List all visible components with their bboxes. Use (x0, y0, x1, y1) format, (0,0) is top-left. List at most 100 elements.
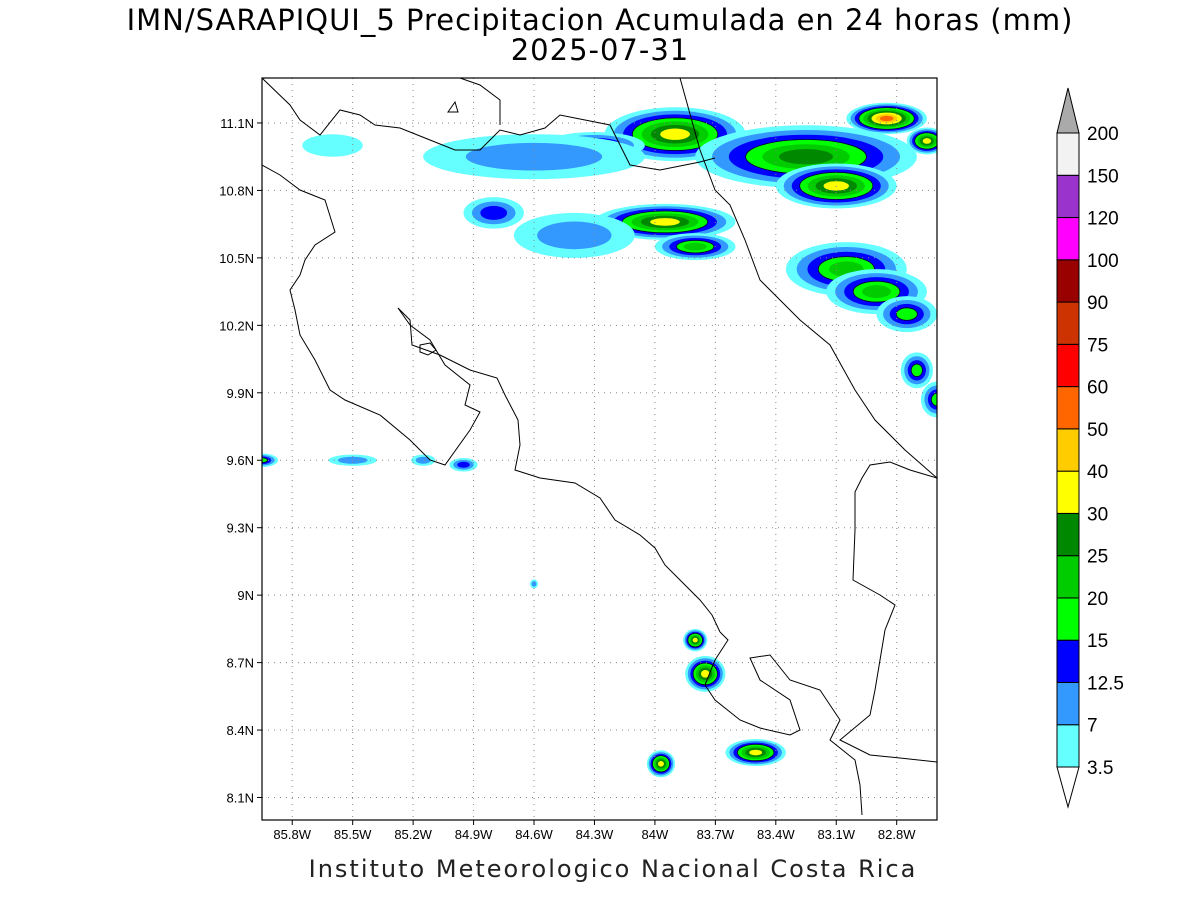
precip-cell (725, 739, 786, 767)
island-outline-north (447, 100, 459, 113)
lat-tick-label: 11.1N (220, 116, 254, 131)
precip-cell (920, 381, 937, 418)
lon-tick-label: 84.3W (576, 827, 614, 842)
precip-contour (779, 149, 833, 165)
precip-contour (862, 285, 891, 299)
pacific-coastline-north (262, 164, 481, 466)
lon-tick-label: 83.4W (757, 827, 795, 842)
precip-cell (846, 102, 927, 135)
panama-border (839, 461, 937, 763)
colorbar-swatch (1056, 428, 1080, 472)
lat-tick-label: 10.2N (219, 318, 254, 333)
precip-cell (654, 233, 736, 261)
colorbar-swatch (1056, 639, 1080, 683)
lat-lon-grid (262, 78, 937, 820)
lat-tick-label: 9N (237, 588, 254, 603)
colorbar-label: 120 (1087, 209, 1119, 230)
precip-contour (660, 128, 690, 140)
precip-contour (415, 456, 431, 464)
colorbar-over-arrow (1056, 87, 1080, 134)
precip-cell (449, 457, 478, 472)
precip-contour (531, 581, 537, 587)
osa-peninsula-coast (704, 631, 863, 816)
colorbar-label: 100 (1087, 251, 1119, 272)
precip-contour (262, 457, 269, 463)
colorbar-label: 60 (1087, 378, 1108, 399)
precip-contour (701, 670, 710, 678)
lat-tick-label: 10.5N (219, 251, 254, 266)
precip-cell (683, 628, 708, 652)
credit-footer: Instituto Meteorologico Nacional Costa R… (308, 855, 918, 883)
colorbar-label: 15 (1087, 631, 1108, 652)
lon-tick-label: 84.6W (515, 827, 553, 842)
colorbar-label: 25 (1087, 547, 1108, 568)
colorbar-swatch (1056, 301, 1080, 345)
colorbar-label: 40 (1087, 462, 1108, 483)
colorbar-swatch (1056, 555, 1080, 599)
precip-contour (480, 205, 508, 220)
colorbar-under-arrow (1056, 766, 1080, 809)
precip-cell (906, 127, 937, 155)
precip-cell (876, 296, 937, 333)
lon-tick-label: 83.1W (817, 827, 855, 842)
colorbar-swatch (1056, 259, 1080, 303)
colorbar-label: 90 (1087, 293, 1108, 314)
nicaragua-border (262, 78, 716, 171)
colorbar-swatch (1056, 724, 1080, 768)
precip-contour (457, 461, 470, 468)
lat-tick-label: 8.1N (227, 791, 254, 806)
precip-contour (650, 218, 680, 226)
latitude-tick-labels: 11.1N 10.8N 10.5N 10.2N 9.9N 9.6N 9.3N 9N 8.7N 8.… (219, 116, 262, 806)
nicoya-gulf-coast (397, 307, 721, 633)
longitude-tick-labels: 85.8W 85.5W 85.2W 84.9W 84.6W 84.3W 84W 83.7W 83… (273, 820, 916, 842)
colorbar-swatch (1056, 174, 1080, 219)
precip-cell (463, 197, 524, 229)
lon-tick-label: 82.8W (878, 827, 916, 842)
lon-tick-label: 83.7W (697, 827, 735, 842)
precip-cell (594, 203, 736, 240)
precip-contour (749, 749, 763, 756)
colorbar-label: 12.5 (1087, 673, 1124, 694)
precip-cell (513, 212, 635, 258)
lake-nicaragua-shore (459, 78, 501, 125)
colorbar-swatch (1056, 386, 1080, 430)
lat-tick-label: 10.8N (219, 183, 254, 198)
colorbar-label: 75 (1087, 335, 1108, 356)
lon-tick-label: 85.5W (334, 827, 372, 842)
colorbar-swatch (1056, 217, 1080, 261)
precip-contour (657, 760, 664, 767)
lon-tick-label: 85.8W (273, 827, 311, 842)
colorbar-swatch (1056, 132, 1080, 176)
precip-contour (922, 138, 932, 144)
colorbar-label: 200 (1087, 124, 1119, 145)
lat-tick-label: 9.6N (227, 453, 254, 468)
colorbar-swatch (1056, 512, 1080, 557)
lat-tick-label: 9.3N (227, 521, 254, 536)
colorbar-label: 3.5 (1087, 758, 1113, 779)
precip-cell (529, 579, 539, 589)
lon-tick-label: 84W (642, 827, 669, 842)
precip-cell (646, 750, 676, 778)
map-title: IMN/SARAPIQUI_5 Precipitacion Acumulada … (126, 3, 1074, 37)
precip-contour (895, 307, 918, 321)
colorbar-swatch (1056, 681, 1080, 726)
map-date: 2025-07-31 (510, 33, 690, 67)
lon-tick-label: 85.2W (394, 827, 432, 842)
precip-contour (823, 181, 849, 191)
colorbar-label: 7 (1087, 716, 1098, 737)
caribbean-coastline (679, 78, 937, 479)
plot-frame (261, 77, 938, 821)
colorbar-swatch (1056, 597, 1080, 641)
island-outline (419, 342, 437, 356)
colorbar-swatch (1056, 343, 1080, 388)
colorbar-label: 50 (1087, 420, 1108, 441)
lat-tick-label: 9.9N (227, 386, 254, 401)
colorbar-swatch (1056, 470, 1080, 514)
precip-cell (411, 454, 436, 466)
precip-cell (302, 134, 363, 157)
coastlines-borders (262, 78, 937, 816)
colorbar: 3.5 7 12.5 15 20 25 30 40 50 60 75 90 100 120 150 200 (1056, 87, 1124, 809)
lat-tick-label: 8.7N (227, 656, 254, 671)
precip-cell (900, 352, 933, 389)
colorbar-label: 150 (1087, 166, 1119, 187)
